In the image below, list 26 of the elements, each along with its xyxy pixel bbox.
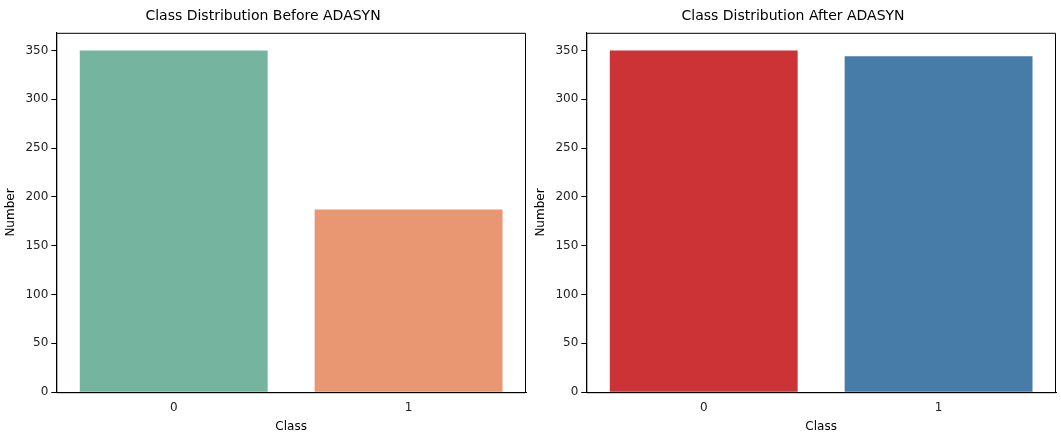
x-tick-label: 1 xyxy=(934,399,943,414)
chart-title: Class Distribution Before ADASYN xyxy=(145,7,381,24)
y-tick-label: 100 xyxy=(25,286,49,301)
y-tick-label: 200 xyxy=(555,189,579,203)
x-tick-label: 0 xyxy=(169,399,178,414)
chart-title: Class Distribution After ADASYN xyxy=(681,7,905,24)
y-axis-title: Number xyxy=(533,188,548,237)
x-tick-label: 1 xyxy=(404,399,413,414)
y-tick-label: 150 xyxy=(25,237,49,252)
y-tick-label: 300 xyxy=(25,91,49,106)
y-tick-label: 50 xyxy=(33,335,49,350)
y-tick-label: 350 xyxy=(25,42,49,57)
x-tick-label: 0 xyxy=(699,399,708,414)
y-tick-label: 200 xyxy=(25,189,49,203)
y-tick-label: 100 xyxy=(555,286,579,301)
y-tick-label: 250 xyxy=(25,140,49,155)
x-axis-title: Class xyxy=(805,418,837,433)
y-tick-label: 350 xyxy=(555,42,579,57)
y-tick-label: 50 xyxy=(563,335,579,350)
y-tick-label: 250 xyxy=(555,140,579,155)
y-tick-label: 150 xyxy=(555,237,579,252)
y-axis-title: Number xyxy=(3,188,18,237)
y-tick-label: 300 xyxy=(555,91,579,106)
y-tick-label: 0 xyxy=(40,384,49,399)
y-tick-label: 0 xyxy=(570,384,579,399)
x-axis-title: Class xyxy=(275,418,307,433)
